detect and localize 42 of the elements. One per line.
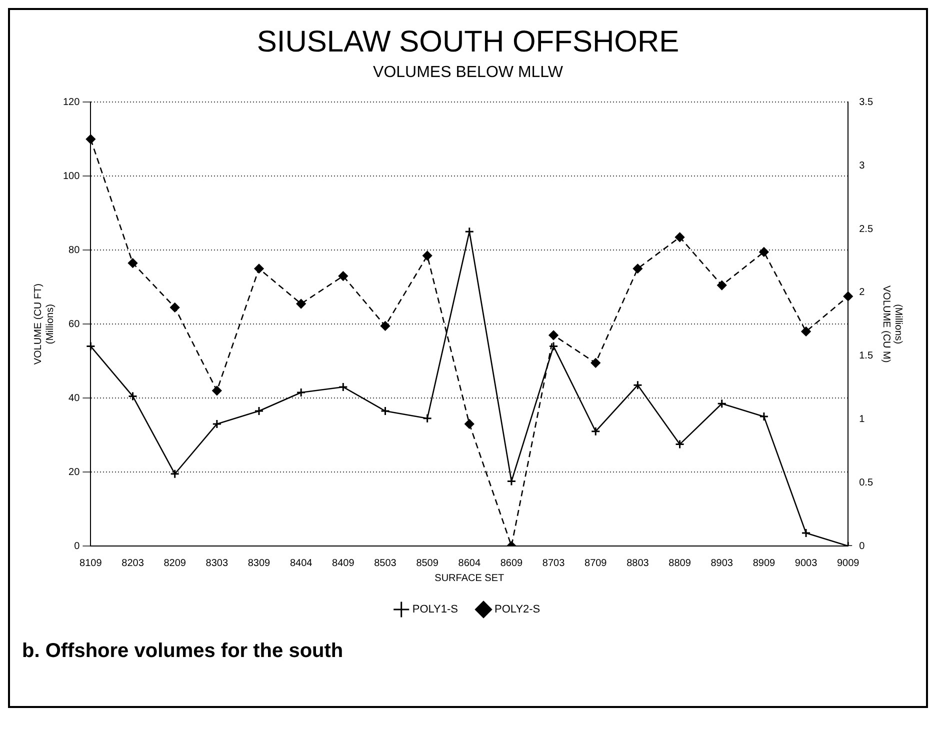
x-tick-label: 8709	[584, 558, 608, 569]
y-tick-label: 40	[68, 392, 80, 404]
x-tick-label: 8309	[248, 558, 271, 569]
x-tick-label: 8509	[416, 558, 439, 569]
x-tick-label: 8209	[164, 558, 186, 569]
y2-tick-label: 3.5	[859, 96, 874, 108]
x-tick-label: 8303	[206, 558, 228, 569]
x-tick-label: 8703	[542, 558, 566, 569]
y-tick-label: 0	[74, 540, 80, 552]
x-tick-label: 9009	[836, 558, 860, 569]
y2-tick-label: 2	[859, 287, 866, 298]
y2-tick-label: 0	[859, 540, 866, 552]
y2-tick-label: 0.5	[859, 477, 874, 488]
x-tick-label: 8909	[752, 558, 776, 569]
y-axis-title: VOLUME (CU FT) (Millions)	[32, 284, 56, 365]
chart-title: SIUSLAW SOUTH OFFSHORE	[256, 25, 680, 58]
x-tick-label: 8503	[374, 558, 397, 569]
x-tick-label: 8404	[290, 558, 313, 569]
x-tick-label: 8903	[710, 558, 734, 569]
y-tick-label: 100	[62, 170, 80, 182]
x-axis-title: SURFACE SET	[434, 572, 504, 584]
legend-label: POLY2-S	[494, 604, 540, 616]
y2-axis-title: (Millions) VOLUME (CU M)	[880, 285, 904, 363]
x-tick-label: 8809	[668, 558, 692, 569]
y2-tick-label: 2.5	[859, 224, 874, 235]
y-tick-label: 20	[68, 466, 80, 478]
x-tick-label: 8203	[122, 558, 144, 569]
y2-tick-label: 1.5	[859, 350, 874, 362]
y-tick-label: 80	[68, 244, 80, 256]
x-tick-label: 9003	[794, 558, 818, 569]
chart-subtitle: VOLUMES BELOW MLLW	[373, 64, 564, 82]
x-tick-label: 8803	[626, 558, 650, 569]
y2-tick-label: 3	[859, 160, 866, 172]
y2-tick-label: 1	[859, 414, 866, 425]
x-tick-label: 8109	[80, 558, 102, 569]
x-tick-label: 8409	[332, 558, 355, 569]
text: b. Offshore volumes for the south	[22, 640, 344, 663]
y-tick-label: 60	[68, 318, 80, 330]
legend-label: POLY1-S	[412, 604, 458, 616]
x-tick-label: 8604	[458, 558, 481, 569]
x-tick-label: 8609	[500, 558, 524, 569]
y-tick-label: 120	[62, 96, 80, 108]
